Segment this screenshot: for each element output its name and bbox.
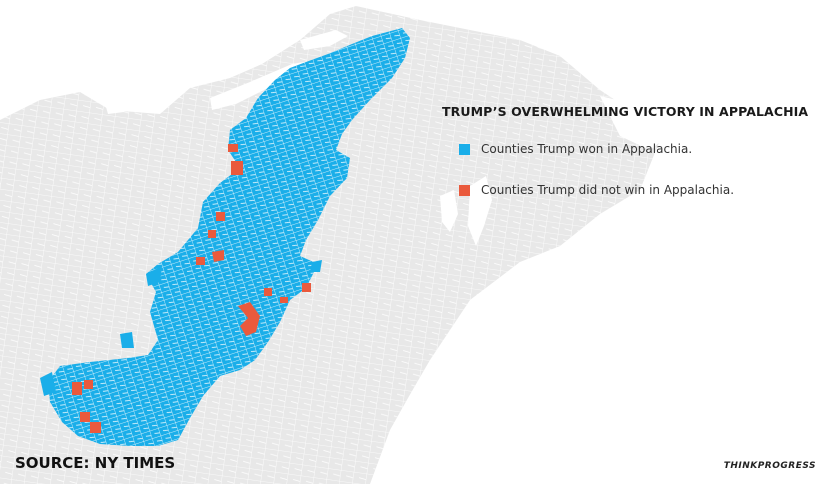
brand-logo: THINKPROGRESS: [723, 461, 816, 471]
source-credit: SOURCE: NY TIMES: [15, 454, 176, 472]
map-legend: TRUMP’S OVERWHELMING VICTORY IN APPALACH…: [442, 104, 812, 223]
blue-swatch-icon: [459, 143, 470, 155]
red-swatch-icon: [459, 184, 470, 196]
legend-label-won: Counties Trump won in Appalachia.: [481, 142, 693, 156]
legend-item-won: Counties Trump won in Appalachia.: [459, 141, 812, 157]
legend-label-not-won: Counties Trump did not win in Appalachia…: [481, 183, 735, 197]
map-title: TRUMP’S OVERWHELMING VICTORY IN APPALACH…: [442, 104, 809, 119]
legend-item-not-won: Counties Trump did not win in Appalachia…: [459, 182, 812, 198]
appalachian-counties-not-won: [72, 144, 311, 433]
